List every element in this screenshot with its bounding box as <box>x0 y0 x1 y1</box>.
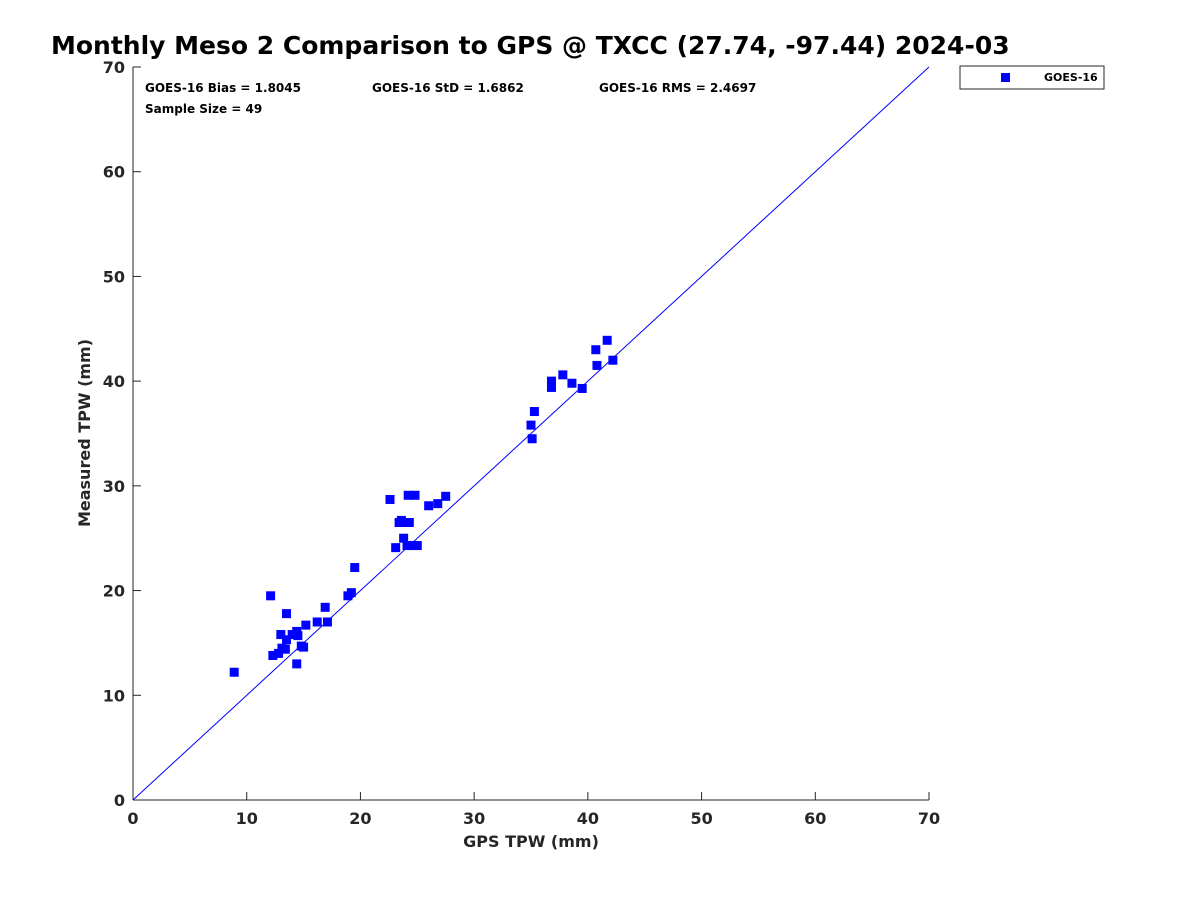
data-point <box>346 588 356 598</box>
data-point <box>229 667 239 677</box>
data-point <box>287 630 297 640</box>
y-tick-label: 30 <box>103 477 125 496</box>
data-point <box>546 382 556 392</box>
data-point <box>396 515 406 525</box>
data-point <box>608 355 618 365</box>
data-point <box>403 490 413 500</box>
y-tick-label: 10 <box>103 686 125 705</box>
chart-title: Monthly Meso 2 Comparison to GPS @ TXCC … <box>51 31 1010 60</box>
x-tick-label: 20 <box>349 809 371 828</box>
legend-box <box>959 65 1105 90</box>
one-to-one-line <box>132 66 930 801</box>
y-tick-label: 0 <box>114 791 125 810</box>
x-axis-label: GPS TPW (mm) <box>463 832 599 851</box>
data-point <box>546 376 556 386</box>
data-point <box>292 659 302 669</box>
data-point <box>527 434 537 444</box>
y-tick-label: 40 <box>103 372 125 391</box>
data-point <box>404 518 414 528</box>
legend-label: GOES-16 <box>1044 71 1098 84</box>
data-point <box>399 533 409 543</box>
y-axis-label: Measured TPW (mm) <box>75 339 94 527</box>
data-point <box>567 378 577 388</box>
x-ticks: 0 10 20 30 40 50 60 70 <box>127 792 940 828</box>
data-point <box>602 335 612 345</box>
data-point <box>266 591 276 601</box>
data-point <box>591 345 601 355</box>
data-point <box>320 602 330 612</box>
annotation-sample-size: Sample Size = 49 <box>145 102 262 116</box>
data-point <box>529 407 539 417</box>
data-point <box>268 650 278 660</box>
data-point <box>412 541 422 551</box>
x-tick-label: 50 <box>690 809 712 828</box>
axes <box>132 67 929 801</box>
data-point <box>282 635 292 645</box>
data-point <box>402 541 412 551</box>
annotation-rms: GOES-16 RMS = 2.4697 <box>599 81 756 95</box>
legend-marker-square-icon <box>1001 73 1010 82</box>
data-point <box>293 631 303 641</box>
data-point <box>274 648 284 658</box>
data-point <box>410 490 420 500</box>
annotation-bias: GOES-16 Bias = 1.8045 <box>145 81 301 95</box>
annotation-std: GOES-16 StD = 1.6862 <box>372 81 524 95</box>
data-point <box>299 642 309 652</box>
data-point <box>391 543 401 553</box>
data-point <box>301 620 311 630</box>
data-point <box>276 630 286 640</box>
data-point <box>577 383 587 393</box>
x-tick-label: 10 <box>236 809 258 828</box>
data-points-layer <box>229 335 618 677</box>
data-point <box>526 420 536 430</box>
data-point <box>280 644 290 654</box>
data-point <box>350 563 360 573</box>
x-tick-label: 60 <box>804 809 826 828</box>
y-tick-label: 20 <box>103 582 125 601</box>
data-point <box>592 360 602 370</box>
data-point <box>424 501 434 511</box>
y-tick-label: 60 <box>103 163 125 182</box>
data-point <box>312 617 322 627</box>
data-point <box>385 494 395 504</box>
reference-line-layer <box>132 66 930 801</box>
data-point <box>558 370 568 380</box>
y-ticks: 0 10 20 30 40 50 60 70 <box>103 58 141 810</box>
y-tick-label: 50 <box>103 267 125 286</box>
x-tick-label: 0 <box>127 809 138 828</box>
data-point <box>433 499 443 509</box>
data-point <box>282 609 292 619</box>
y-tick-label: 70 <box>103 58 125 77</box>
data-point <box>407 541 417 551</box>
data-point <box>322 617 332 627</box>
x-tick-label: 40 <box>577 809 599 828</box>
legend: GOES-16 <box>959 65 1105 90</box>
x-tick-label: 70 <box>918 809 940 828</box>
data-point <box>441 491 451 501</box>
x-tick-label: 30 <box>463 809 485 828</box>
